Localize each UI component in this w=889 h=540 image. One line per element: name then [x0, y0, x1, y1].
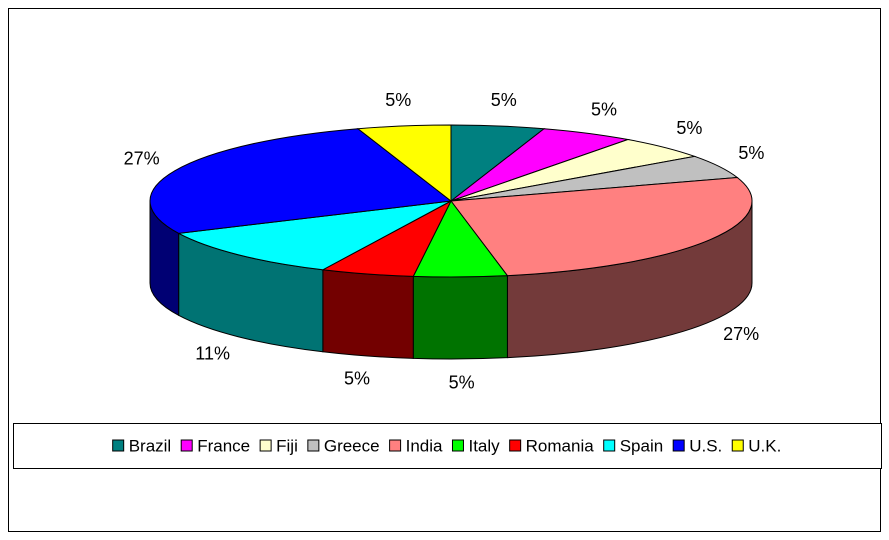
pie: 5% 5% 5% 5% 27% 5% 5% 11% 27% 5% [124, 90, 765, 392]
data-label: 5% [385, 90, 411, 110]
legend-label: Brazil [129, 436, 172, 455]
data-label: 5% [676, 118, 702, 138]
legend-label: Spain [620, 436, 663, 455]
slice [450, 177, 753, 277]
data-label: 5% [591, 100, 617, 120]
legend-label: Italy [468, 436, 500, 455]
legend-label: U.S. [689, 436, 722, 455]
legend-label: Romania [526, 436, 595, 455]
slice [356, 124, 452, 203]
data-label: 5% [344, 369, 370, 389]
legend-swatch [259, 439, 272, 452]
legend-swatch [731, 439, 744, 452]
slice-side [412, 275, 508, 360]
legend-swatch [307, 439, 320, 452]
data-label: 5% [738, 143, 764, 163]
legend-label: France [197, 436, 250, 455]
legend: Brazil France Fiji Greece India Italy Romania S… [112, 436, 781, 455]
legend-swatch [180, 439, 193, 452]
legend-label: U.K. [748, 436, 781, 455]
legend-swatch [112, 439, 125, 452]
legend-swatch [509, 439, 522, 452]
slice [149, 128, 453, 234]
data-label: 27% [124, 149, 160, 169]
data-label: 5% [449, 373, 475, 393]
data-label: 11% [195, 344, 230, 364]
legend-swatch [451, 439, 464, 452]
legend-label: Greece [324, 436, 380, 455]
data-label: 5% [491, 90, 517, 110]
slice-side [322, 269, 414, 359]
legend-label: Fiji [276, 436, 298, 455]
legend-label: India [406, 436, 443, 455]
legend-swatch [389, 439, 402, 452]
data-label: 27% [723, 324, 759, 344]
legend-swatch [603, 439, 616, 452]
legend-swatch [672, 439, 685, 452]
slice [177, 200, 452, 271]
